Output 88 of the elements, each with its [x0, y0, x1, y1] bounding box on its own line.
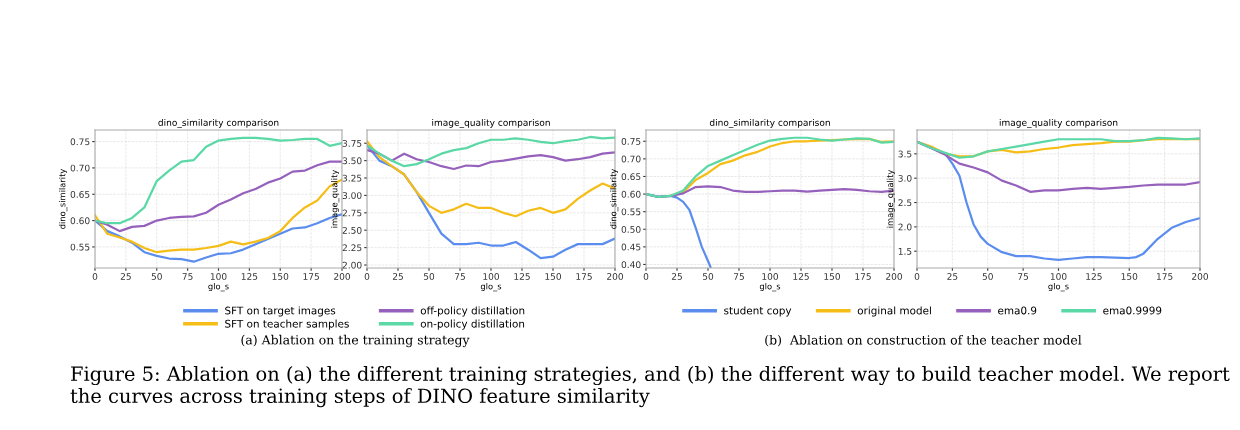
y-tick-label: 0.60	[621, 190, 641, 198]
line-series	[95, 160, 342, 233]
x-tick-label: 150	[824, 273, 841, 280]
x-tick-label: 0	[364, 273, 370, 280]
x-tick-label: 0	[92, 273, 98, 280]
x-tick-label: 125	[1086, 273, 1102, 280]
legend-label: ema0.9	[998, 306, 1037, 315]
x-tick-label: 75	[182, 273, 193, 280]
y-tick-label: 0.75	[70, 138, 90, 146]
y-tick-label: 0.50	[621, 226, 641, 233]
x-tick-label: 200	[607, 273, 624, 280]
x-tick-label: 0	[643, 273, 649, 280]
x-tick-label: 175	[576, 273, 592, 280]
legend-label: on-policy distillation	[420, 319, 525, 330]
y-tick-label: 3.0	[898, 174, 912, 182]
x-tick-label: 100	[483, 273, 500, 280]
y-tick-label: 0.75	[621, 137, 641, 145]
x-tick-label: 150	[545, 273, 562, 280]
x-tick-label: 175	[1157, 273, 1173, 280]
y-axis-title: dino_similarity	[58, 168, 68, 229]
y-axis-title: image_quality	[330, 169, 340, 228]
y-tick-label: 3.5	[898, 150, 912, 158]
y-tick-label: 0.55	[70, 243, 90, 251]
y-tick-label: 2.25	[342, 244, 362, 252]
chart-title: image_quality comparison	[432, 118, 550, 128]
x-tick-label: 150	[1121, 273, 1138, 280]
y-tick-label: 0.40	[621, 261, 641, 269]
y-tick-label: 0.70	[621, 155, 641, 163]
x-tick-label: 100	[1050, 273, 1067, 280]
x-tick-label: 200	[886, 273, 903, 280]
y-tick-label: 0.70	[70, 164, 90, 172]
x-tick-label: 50	[423, 273, 435, 280]
y-tick-label: 2.5	[898, 199, 912, 207]
text: (a) Ablation on the training strategy	[241, 334, 470, 348]
y-axis-title: image_quality	[886, 169, 895, 228]
y-tick-label: 2.50	[342, 226, 362, 234]
legend-label: SFT on teacher samples	[225, 319, 349, 330]
caption: Figure 5: Ablation on (a) the different training strategies, and (b) the different way to build teacher model. We report the curves across training steps of DINO feature similarity	[70, 366, 1230, 408]
legend-label: student copy	[724, 306, 792, 317]
chart-title: dino_similarity comparison	[158, 118, 279, 128]
x-tick-label: 25	[947, 273, 958, 280]
x-axis-title: glo_s	[480, 282, 502, 292]
y-tick-label: 0.55	[621, 208, 641, 216]
x-tick-label: 200	[1192, 273, 1209, 280]
legend-label: SFT on target images	[225, 306, 336, 317]
y-tick-label: 0.45	[621, 243, 641, 251]
x-tick-label: 100	[210, 273, 227, 280]
x-tick-label: 125	[241, 273, 258, 280]
x-tick-label: 125	[793, 273, 809, 280]
y-tick-label: 3.00	[342, 192, 362, 199]
x-tick-label: 50	[982, 273, 993, 280]
x-tick-label: 150	[272, 273, 289, 280]
y-axis-title: dino_similarity	[609, 168, 619, 229]
y-tick-label: 3.50	[342, 157, 362, 165]
y-tick-label: 2.00	[342, 261, 362, 269]
legend-label: off-policy distillation	[420, 306, 525, 317]
text: (b) Ablation on construction of the teacher model	[765, 334, 1082, 347]
y-tick-label: 3.25	[342, 174, 362, 182]
x-tick-label: 75	[455, 273, 465, 280]
y-tick-label: 0.60	[70, 217, 90, 225]
x-axis-title: glo_s	[208, 282, 229, 292]
chart-title: dino_similarity comparison	[709, 118, 830, 128]
x-tick-label: 175	[303, 273, 319, 280]
x-tick-label: 50	[151, 273, 162, 280]
line-series	[367, 135, 615, 168]
chart-title: image_quality comparison	[999, 118, 1118, 128]
x-tick-label: 0	[914, 273, 920, 280]
y-tick-label: 0.65	[621, 173, 641, 181]
x-axis-title: glo_s	[759, 282, 781, 292]
y-tick-label: 1.5	[898, 248, 912, 255]
x-tick-label: 25	[120, 273, 131, 280]
x-tick-label: 175	[855, 273, 871, 280]
y-tick-label: 0.65	[70, 190, 90, 198]
legend-label: original model	[857, 306, 931, 317]
x-tick-label: 100	[762, 273, 779, 280]
x-tick-label: 75	[1018, 273, 1029, 280]
x-tick-label: 25	[392, 273, 403, 280]
legend-label: ema0.9999	[1103, 306, 1162, 315]
y-tick-label: 3.75	[342, 139, 362, 147]
x-tick-label: 200	[334, 273, 351, 280]
x-tick-label: 25	[671, 273, 682, 280]
x-tick-label: 50	[702, 273, 714, 280]
line-series	[367, 149, 615, 171]
x-tick-label: 75	[734, 273, 744, 280]
y-tick-label: 2.75	[342, 209, 362, 217]
x-tick-label: 125	[514, 273, 530, 280]
x-axis-title: glo_s	[1048, 282, 1069, 292]
y-tick-label: 2.0	[898, 223, 912, 231]
